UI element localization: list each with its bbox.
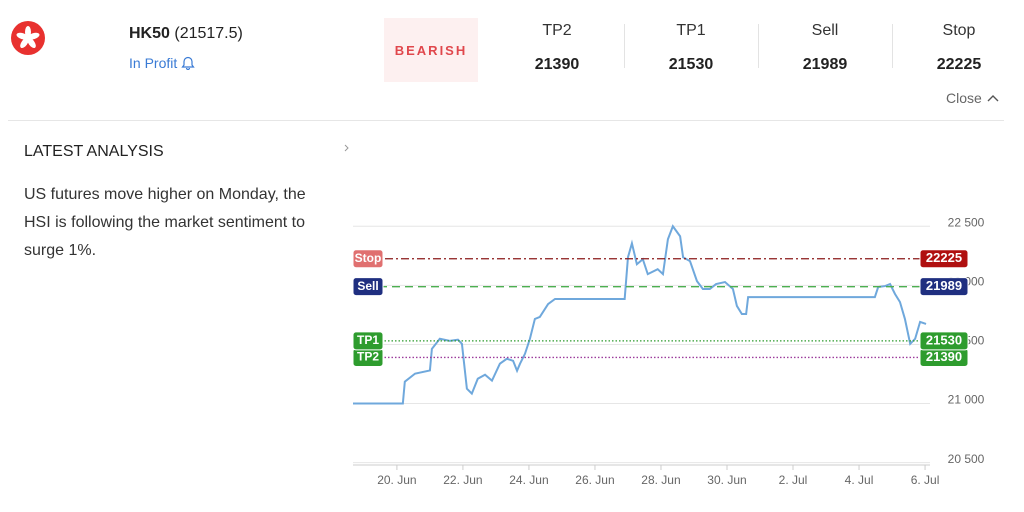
level-tag-name: Stop: [355, 251, 382, 265]
y-tick-label: 22 500: [948, 215, 985, 229]
level-tag-value: 21530: [926, 332, 962, 347]
x-tick-label: 30. Jun: [707, 473, 746, 487]
symbol: HK50: [129, 25, 170, 42]
level-tag-left: [352, 249, 384, 269]
x-tick-label: 6. Jul: [911, 473, 940, 487]
analysis-title: LATEST ANALYSIS: [24, 143, 164, 160]
symbol-line: HK50 (21517.5): [129, 25, 243, 43]
column-separator: [624, 24, 625, 68]
level-tag-value: 21390: [926, 349, 962, 364]
level-tag-left: [352, 331, 384, 351]
bell-icon[interactable]: [181, 56, 195, 71]
column-separator: [758, 24, 759, 68]
close-text: Close: [946, 90, 982, 106]
level-name: TP1: [676, 22, 706, 39]
close-button[interactable]: Close: [946, 90, 1000, 106]
level-tag-name: TP1: [357, 333, 379, 347]
x-tick-label: 24. Jun: [509, 473, 548, 487]
column-separator: [892, 24, 893, 68]
level-value: 21530: [668, 56, 714, 73]
level-column: Sell 21989: [758, 22, 892, 74]
divider: [8, 120, 1004, 121]
y-tick-label: 20 500: [948, 452, 985, 466]
x-tick-label: 4. Jul: [845, 473, 874, 487]
price: (21517.5): [174, 25, 243, 42]
level-tag-right: [919, 331, 969, 351]
y-tick-label: 21 000: [948, 393, 985, 407]
x-tick-label: 22. Jun: [443, 473, 482, 487]
x-tick-label: 26. Jun: [575, 473, 614, 487]
flag-icon: [11, 21, 45, 55]
level-column: TP1 21530: [624, 22, 758, 74]
level-name: TP2: [542, 22, 572, 39]
level-tag-name: TP2: [357, 350, 379, 364]
level-tag-right: [919, 249, 969, 269]
level-tag-value: 22225: [926, 250, 962, 265]
level-value: 21989: [802, 56, 848, 73]
level-value: 21390: [534, 56, 580, 73]
level-tag-name: Sell: [357, 279, 378, 293]
x-tick-label: 28. Jun: [641, 473, 680, 487]
status: In Profit: [129, 55, 195, 71]
x-tick-label: 20. Jun: [377, 473, 416, 487]
level-name: Stop: [942, 22, 976, 39]
price-line: [353, 224, 927, 405]
level-column: TP2 21390: [490, 22, 624, 74]
level-name: Sell: [811, 22, 839, 39]
x-tick-label: 2. Jul: [779, 473, 808, 487]
level-column: Stop 22225: [892, 22, 1024, 74]
level-tag-right: [919, 277, 969, 297]
signal-badge: BEARISH: [384, 18, 478, 82]
level-tag-value: 21989: [926, 278, 962, 293]
analysis-text: US futures move higher on Monday, the HS…: [24, 186, 306, 259]
level-tag-left: [352, 277, 384, 297]
chevron-up: [987, 95, 999, 102]
status-text: In Profit: [129, 55, 178, 71]
expand-arrow[interactable]: [344, 144, 349, 152]
level-value: 22225: [936, 56, 982, 73]
